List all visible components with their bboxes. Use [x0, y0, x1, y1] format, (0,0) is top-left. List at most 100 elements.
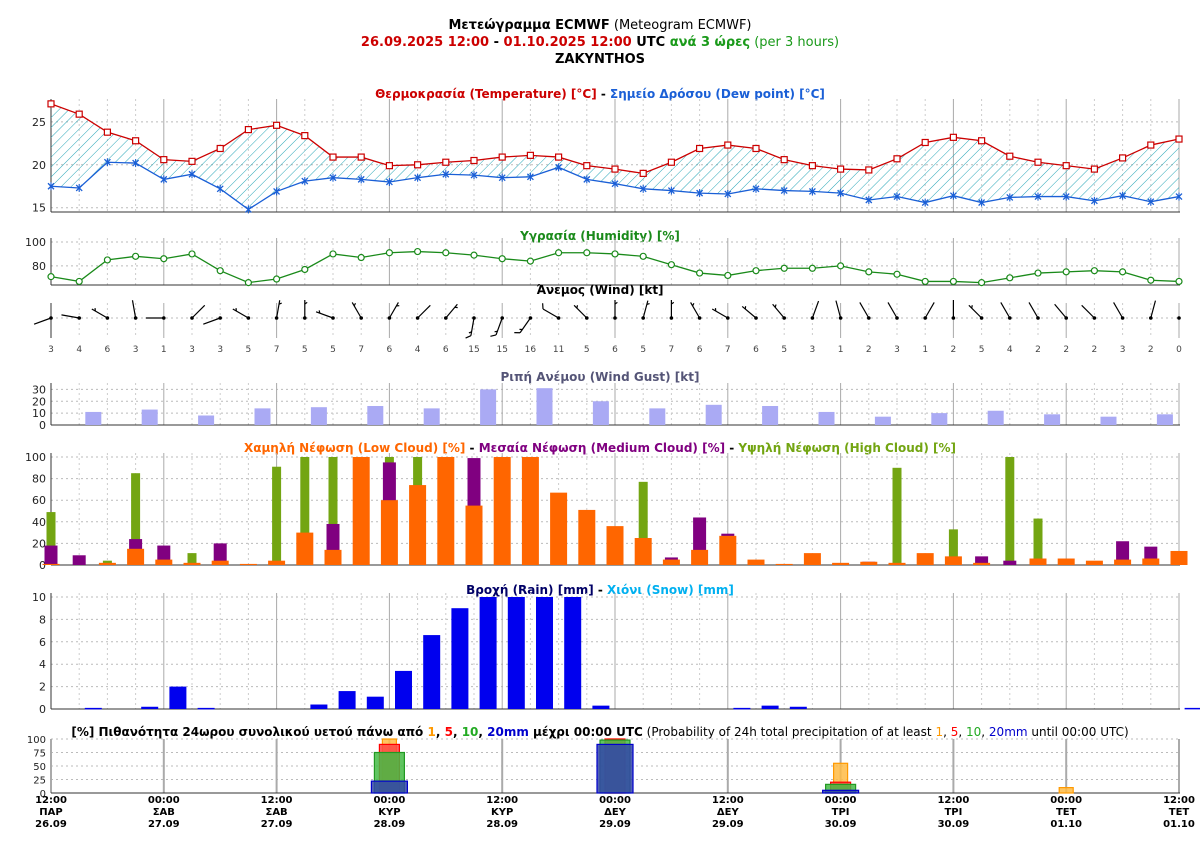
high-cloud-bar [300, 457, 310, 565]
wind-speed-label: 5 [584, 345, 590, 355]
wind-speed-label: 5 [302, 345, 308, 355]
clouds-title-part: - [725, 441, 738, 455]
probability-ytick-label: 100 [27, 735, 46, 746]
gust-bar [818, 411, 835, 425]
low-cloud-bar [380, 500, 398, 565]
rain-bar [1184, 707, 1200, 710]
temperature-title-part: Σημείο Δρόσου (Dew point) [°C] [610, 87, 825, 101]
dewpoint-point [752, 184, 760, 193]
dewpoint-point [470, 171, 478, 180]
probability-title-part: 1 [935, 725, 943, 739]
humidity-point [160, 255, 168, 263]
low-cloud-bar [691, 549, 709, 565]
rain-bar [451, 608, 469, 709]
wind-speed-label: 5 [640, 345, 646, 355]
low-cloud-bar [578, 509, 596, 565]
dewpoint-point [696, 189, 704, 198]
clouds-ytick-label: 80 [32, 473, 46, 486]
wind-barb-feather [465, 335, 472, 339]
humidity-point [357, 253, 365, 262]
dewpoint-point [47, 182, 55, 191]
rain-ytick-label: 2 [39, 681, 46, 694]
wind-barb [741, 305, 758, 320]
wind-barb [613, 300, 618, 320]
wind-barb-staff [315, 311, 334, 319]
temperature-point [836, 165, 845, 173]
temperature-point [75, 110, 83, 118]
wind-barb [232, 308, 251, 320]
low-cloud-bar [775, 563, 793, 565]
dewpoint-point [526, 172, 534, 181]
low-cloud-bar [550, 492, 568, 565]
time-tick-label: 27.09 [148, 819, 180, 830]
rain-grid: 0 2 4 6 8 10 [32, 591, 1180, 716]
temperature-point [554, 153, 563, 161]
temperature-point [244, 126, 252, 134]
gust-bar [1156, 414, 1173, 425]
humidity-point [470, 251, 478, 259]
wind-speed-label: 1 [922, 345, 928, 355]
humidity-point [132, 252, 140, 260]
wind-barb-staff [203, 317, 221, 325]
rain-bar [338, 691, 356, 709]
dewpoint-point [1062, 192, 1070, 201]
wind-barb-feather [353, 303, 357, 307]
temperature-point [160, 156, 168, 164]
wind-speed-label: 1 [838, 345, 844, 355]
humidity-point [75, 277, 83, 286]
temperature-dewpoint-area [51, 103, 1179, 210]
clouds-grid: 0 20 40 60 80 100 [25, 451, 1180, 572]
rain-bar [310, 704, 328, 709]
dewpoint-point [978, 198, 986, 207]
low-cloud-bar [860, 561, 878, 565]
wind-barb [1081, 304, 1097, 320]
dewpoint-point [1090, 196, 1098, 205]
high-cloud-bar [948, 529, 958, 565]
time-tick-label: 28.09 [486, 819, 518, 830]
gust-bar [931, 413, 948, 425]
gust-bar [987, 410, 1004, 425]
wind-barb [835, 300, 843, 320]
temperature-point [611, 165, 619, 173]
wind-speed-label: 2 [1092, 345, 1098, 355]
time-tick-label: ΔΕΥ [717, 807, 740, 818]
wind-barb [810, 300, 820, 320]
wind-speed-label: 2 [866, 345, 872, 355]
low-cloud-bar [465, 505, 483, 565]
humidity-title-part: Υγρασία (Humidity) [%] [519, 229, 680, 243]
probability-ytick-label: 25 [33, 776, 46, 787]
wind-speed-label: 3 [48, 345, 54, 355]
dewpoint-point [75, 183, 83, 192]
clouds-ytick-label: 60 [32, 494, 46, 507]
probability-title-part: , [981, 725, 989, 739]
rain-bar [564, 597, 582, 709]
humidity-point [808, 264, 817, 272]
forecast-period: 26.09.2025 12:00 - 01.10.2025 12:00 UTC … [0, 35, 1200, 51]
rain-ytick-label: 8 [39, 613, 46, 626]
wind-barb-staff [351, 302, 362, 319]
low-cloud-bar [437, 457, 455, 565]
wind-barb-staff [519, 317, 531, 334]
dewpoint-point [1006, 193, 1014, 202]
wind-speed-label: 3 [1120, 345, 1126, 355]
low-cloud-bar [832, 562, 850, 565]
wind-barb-dot [1177, 316, 1181, 320]
wind-speed-label: 5 [330, 345, 336, 355]
dewpoint-point [949, 191, 957, 200]
dewpoint-point [1175, 192, 1183, 201]
wind-barb-staff [924, 302, 935, 319]
temperature-point [216, 144, 224, 153]
rain-title-part: - [594, 583, 607, 597]
wind-speed-label: 15 [468, 345, 479, 355]
dewpoint-point [132, 159, 140, 168]
clouds-ytick-label: 20 [32, 537, 46, 550]
gust-ytick-label: 30 [32, 383, 46, 396]
wind-barb [968, 304, 984, 320]
humidity-point [244, 279, 252, 287]
rain-bar [169, 686, 187, 709]
wind-speed-label: 11 [553, 345, 564, 355]
high-cloud-bar [1033, 518, 1043, 565]
temperature-point [1034, 158, 1042, 166]
humidity-ytick-label: 80 [32, 260, 46, 273]
